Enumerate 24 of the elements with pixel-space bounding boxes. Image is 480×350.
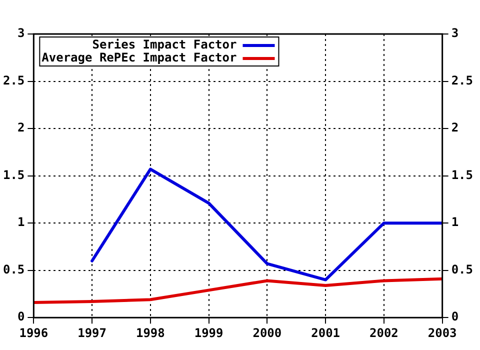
x-tick-label: 1999 (194, 326, 224, 340)
y2-tick-label: 0.5 (451, 262, 474, 276)
y2-tick-label: 0 (451, 310, 459, 324)
legend-label: Average RePEc Impact Factor (42, 50, 237, 65)
y2-tick-label: 3 (451, 26, 459, 40)
y-tick-label: 3 (17, 26, 25, 40)
y-tick-label: 2 (17, 120, 25, 135)
y2-tick-label: 2.5 (451, 73, 474, 88)
x-tick-label: 1996 (19, 326, 48, 340)
y2-tick-label: 1.5 (451, 168, 474, 182)
legend-label: Series Impact Factor (92, 38, 237, 52)
y-tick-label: 0.5 (2, 262, 25, 276)
y-tick-label: 0 (17, 310, 25, 324)
x-tick-label: 2001 (311, 326, 340, 340)
y-tick-label: 2.5 (2, 73, 25, 88)
x-tick-label: 1997 (78, 326, 107, 340)
x-tick-label: 1998 (136, 326, 165, 340)
x-tick-label: 2002 (369, 326, 398, 340)
y-tick-label: 1 (17, 215, 25, 230)
y2-tick-label: 2 (451, 120, 459, 135)
y2-tick-label: 1 (451, 215, 459, 230)
x-tick-label: 2000 (252, 326, 282, 340)
x-tick-label: 2003 (428, 326, 457, 340)
y-tick-label: 1.5 (2, 168, 25, 182)
